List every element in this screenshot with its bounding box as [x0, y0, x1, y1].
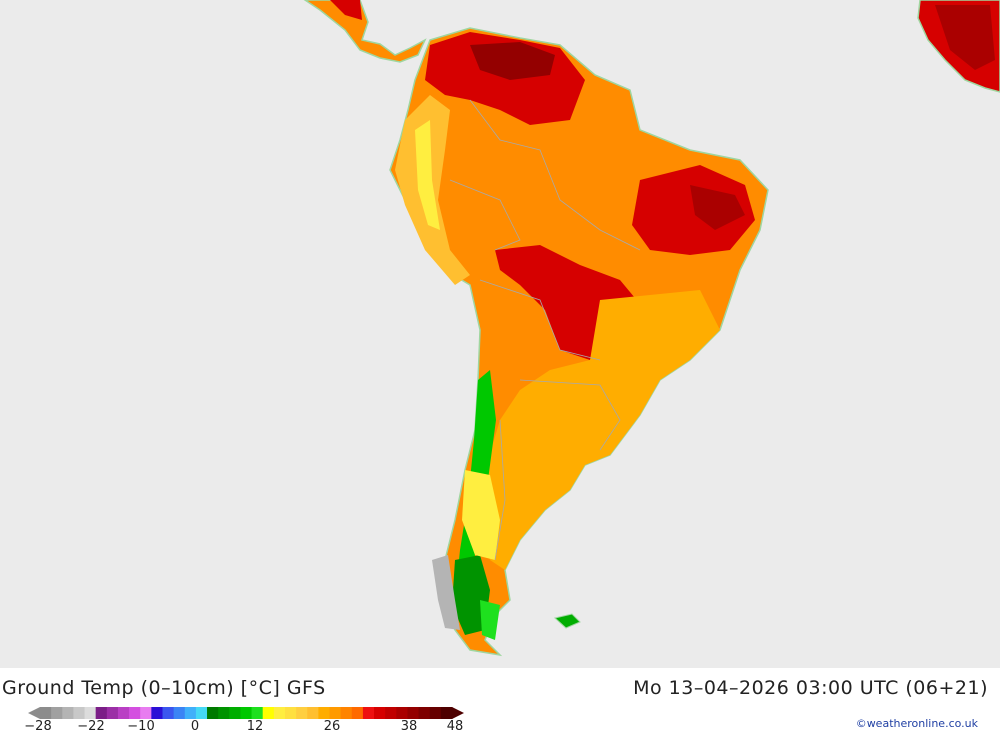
legend-swatch [418, 707, 431, 719]
legend-swatch [162, 707, 175, 719]
legend-swatch [207, 707, 219, 719]
legend-swatch [151, 707, 163, 719]
legend-swatch [407, 707, 420, 719]
legend-swatch [396, 707, 408, 719]
legend-tick: −22 [77, 719, 105, 734]
legend-arrow-right [452, 707, 464, 719]
legend-swatch [340, 707, 353, 719]
map-panel [0, 0, 1000, 668]
legend-swatch [40, 707, 52, 719]
legend-tick: 0 [190, 719, 200, 734]
legend-swatch [106, 707, 119, 719]
credit-link[interactable]: ©weatheronline.co.uk [855, 717, 978, 730]
legend-swatch [129, 707, 141, 719]
legend-swatch [429, 707, 442, 719]
legend-swatch [229, 707, 241, 719]
legend-swatch [62, 707, 74, 719]
central-america-landmass [303, 0, 427, 63]
legend-swatch [251, 707, 264, 719]
legend-swatch [362, 707, 375, 719]
legend-tick: 38 [400, 719, 418, 734]
legend-swatch [385, 707, 397, 719]
legend-tick: 12 [246, 719, 264, 734]
legend-swatch [73, 707, 86, 719]
legend-swatch [95, 707, 108, 719]
legend-tick: 48 [446, 719, 464, 734]
legend-arrow-left [28, 707, 40, 719]
legend-swatch [351, 707, 364, 719]
legend-swatch [273, 707, 286, 719]
legend-swatch [262, 707, 275, 719]
legend-swatch [374, 707, 386, 719]
legend-swatch [296, 707, 308, 719]
color-legend-bar [28, 707, 464, 719]
legend-swatch [218, 707, 230, 719]
legend-tick: −10 [127, 719, 155, 734]
legend-swatch [51, 707, 63, 719]
legend-tick: 26 [323, 719, 341, 734]
legend-swatch [195, 707, 208, 719]
legend-swatch [329, 707, 342, 719]
legend-swatch [240, 707, 253, 719]
footer-bar [0, 668, 1000, 733]
legend-swatch [140, 707, 152, 719]
legend-swatch [184, 707, 197, 719]
south-america-temperature-map [303, 0, 1000, 657]
legend-tick: −28 [24, 719, 52, 734]
legend-swatch [173, 707, 186, 719]
legend-swatch [318, 707, 331, 719]
legend-swatch [307, 707, 319, 719]
legend-swatch [440, 707, 453, 719]
legend-swatch [84, 707, 97, 719]
map-title: Ground Temp (0–10cm) [°C] GFS [2, 677, 326, 699]
legend-swatch [117, 707, 130, 719]
forecast-timestamp: Mo 13–04–2026 03:00 UTC (06+21) [633, 677, 988, 699]
legend-swatch [284, 707, 297, 719]
